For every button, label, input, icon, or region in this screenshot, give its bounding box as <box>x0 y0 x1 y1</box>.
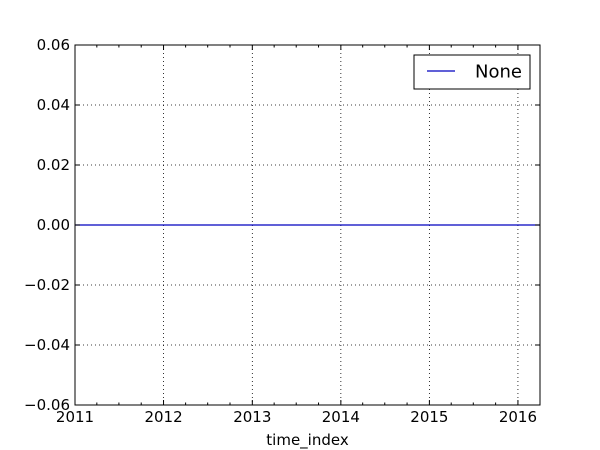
x-tick-label: 2015 <box>410 408 448 426</box>
y-tick-label: 0.04 <box>37 96 70 114</box>
y-tick-label: 0.06 <box>37 36 70 54</box>
axes-frame <box>74 44 541 406</box>
y-tick-label: −0.02 <box>24 276 70 294</box>
y-axis-tick-labels: 0.06 0.04 0.02 0.00 −0.02 −0.04 −0.06 <box>24 36 70 414</box>
x-tick-label: 2013 <box>233 408 271 426</box>
x-axis-tick-labels: 2011 2012 2013 2014 2015 2016 <box>56 408 537 426</box>
y-tick-label: 0.00 <box>37 216 70 234</box>
x-tick-label: 2014 <box>322 408 360 426</box>
x-axis-label: time_index <box>266 431 349 450</box>
x-tick-label: 2012 <box>144 408 182 426</box>
y-tick-label: −0.04 <box>24 336 70 354</box>
x-tick-label: 2011 <box>56 408 94 426</box>
x-tick-label: 2016 <box>499 408 537 426</box>
legend: None <box>413 54 531 90</box>
legend-label-none: None <box>475 62 522 83</box>
y-tick-label: −0.06 <box>24 396 70 414</box>
legend-box <box>413 54 531 90</box>
y-tick-label: 0.02 <box>37 156 70 174</box>
